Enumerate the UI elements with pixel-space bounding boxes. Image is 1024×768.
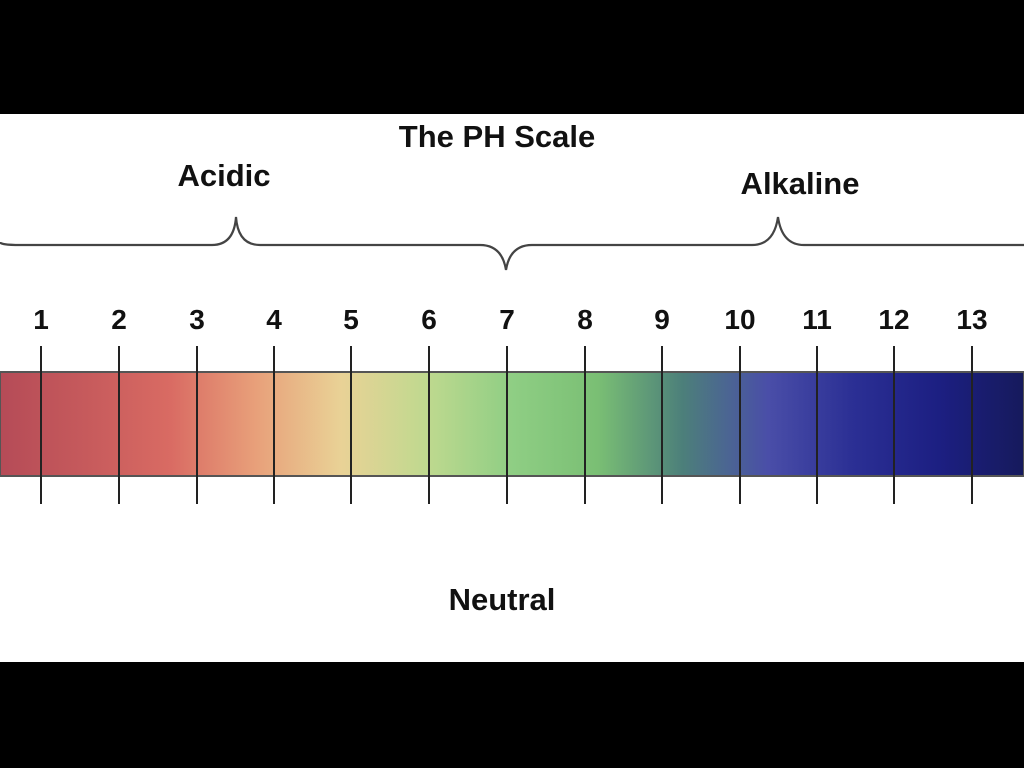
acidic-label: Acidic: [177, 158, 271, 193]
ph-number-label: 1: [33, 304, 49, 335]
ph-number-label: 8: [577, 304, 593, 335]
tick-group: [40, 346, 973, 504]
ph-scale-diagram: [0, 216, 1024, 504]
ph-number-label: 13: [956, 304, 988, 335]
ph-number-label: 12: [878, 304, 910, 335]
ph-number-label: 2: [111, 304, 127, 335]
ph-number-label: 4: [266, 304, 282, 335]
ph-number-label: 7: [499, 304, 515, 335]
ph-number-label: 3: [189, 304, 205, 335]
alkaline-label: Alkaline: [740, 166, 860, 201]
ph-number-label: 6: [421, 304, 437, 335]
acidic-alkaline-brace: [0, 216, 1024, 271]
letterbox-bottom: [0, 662, 1024, 768]
ph-color-bar: [0, 371, 1024, 477]
diagram-title: The PH Scale: [398, 119, 596, 154]
ph-number-label: 10: [724, 304, 756, 335]
ph-number-label: 9: [654, 304, 670, 335]
letterbox-top: [0, 0, 1024, 114]
neutral-label: Neutral: [448, 582, 556, 617]
ph-number-label: 11: [802, 304, 832, 335]
ph-number-label: 5: [343, 304, 359, 335]
